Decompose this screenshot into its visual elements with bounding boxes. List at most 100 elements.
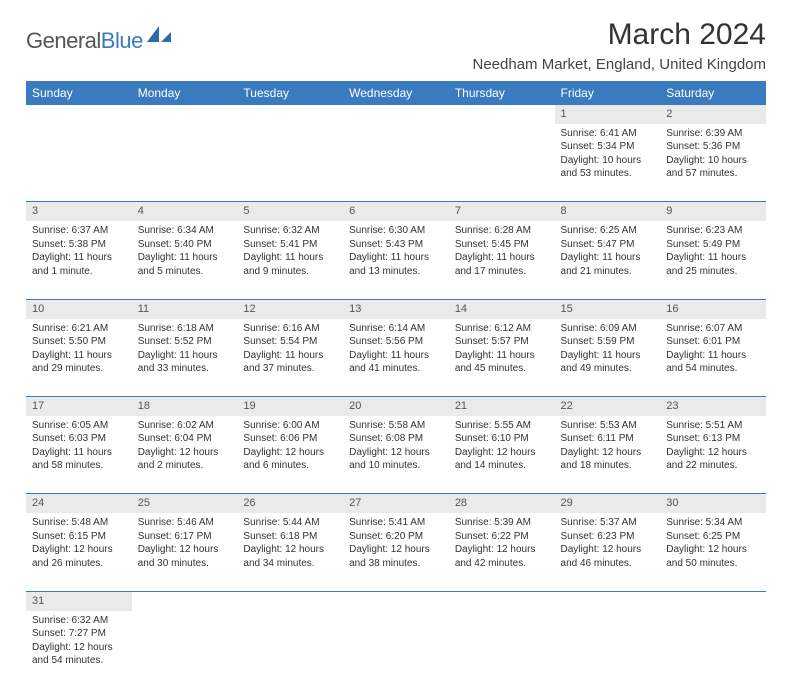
day-cell: Sunrise: 5:41 AMSunset: 6:20 PMDaylight:…: [343, 513, 449, 591]
day-header: Wednesday: [343, 81, 449, 105]
cell-content: Sunrise: 6:30 AMSunset: 5:43 PMDaylight:…: [343, 221, 449, 284]
day-cell: Sunrise: 6:14 AMSunset: 5:56 PMDaylight:…: [343, 319, 449, 397]
location: Needham Market, England, United Kingdom: [473, 56, 767, 73]
day-number: [449, 591, 555, 610]
day-header: Thursday: [449, 81, 555, 105]
cell-content: Sunrise: 5:48 AMSunset: 6:15 PMDaylight:…: [26, 513, 132, 576]
cell-content: Sunrise: 5:55 AMSunset: 6:10 PMDaylight:…: [449, 416, 555, 479]
data-row: Sunrise: 5:48 AMSunset: 6:15 PMDaylight:…: [26, 513, 766, 591]
day-number: 19: [237, 397, 343, 416]
day-cell: [26, 124, 132, 202]
day-number: [237, 591, 343, 610]
day-number: 22: [555, 397, 661, 416]
day-number: 13: [343, 299, 449, 318]
day-cell: [660, 611, 766, 689]
cell-content: Sunrise: 6:05 AMSunset: 6:03 PMDaylight:…: [26, 416, 132, 479]
day-header: Saturday: [660, 81, 766, 105]
day-cell: [343, 611, 449, 689]
day-cell: Sunrise: 6:18 AMSunset: 5:52 PMDaylight:…: [132, 319, 238, 397]
day-cell: Sunrise: 6:21 AMSunset: 5:50 PMDaylight:…: [26, 319, 132, 397]
day-cell: Sunrise: 6:30 AMSunset: 5:43 PMDaylight:…: [343, 221, 449, 299]
cell-content: Sunrise: 6:41 AMSunset: 5:34 PMDaylight:…: [555, 124, 661, 187]
day-number: [343, 591, 449, 610]
day-number: [660, 591, 766, 610]
day-cell: Sunrise: 6:12 AMSunset: 5:57 PMDaylight:…: [449, 319, 555, 397]
day-cell: Sunrise: 6:34 AMSunset: 5:40 PMDaylight:…: [132, 221, 238, 299]
day-cell: Sunrise: 5:58 AMSunset: 6:08 PMDaylight:…: [343, 416, 449, 494]
cell-content: Sunrise: 6:12 AMSunset: 5:57 PMDaylight:…: [449, 319, 555, 382]
cell-content: Sunrise: 5:39 AMSunset: 6:22 PMDaylight:…: [449, 513, 555, 576]
calendar-body: 12Sunrise: 6:41 AMSunset: 5:34 PMDayligh…: [26, 105, 766, 689]
day-cell: Sunrise: 6:32 AMSunset: 7:27 PMDaylight:…: [26, 611, 132, 689]
day-number: 20: [343, 397, 449, 416]
daynum-row: 10111213141516: [26, 299, 766, 318]
day-cell: Sunrise: 6:41 AMSunset: 5:34 PMDaylight:…: [555, 124, 661, 202]
cell-content: Sunrise: 5:53 AMSunset: 6:11 PMDaylight:…: [555, 416, 661, 479]
day-number: 17: [26, 397, 132, 416]
logo-word1: General: [26, 28, 101, 53]
cell-content: Sunrise: 5:37 AMSunset: 6:23 PMDaylight:…: [555, 513, 661, 576]
data-row: Sunrise: 6:37 AMSunset: 5:38 PMDaylight:…: [26, 221, 766, 299]
day-number: 2: [660, 105, 766, 124]
day-cell: Sunrise: 6:32 AMSunset: 5:41 PMDaylight:…: [237, 221, 343, 299]
day-header: Tuesday: [237, 81, 343, 105]
day-number: 16: [660, 299, 766, 318]
day-cell: Sunrise: 6:39 AMSunset: 5:36 PMDaylight:…: [660, 124, 766, 202]
data-row: Sunrise: 6:32 AMSunset: 7:27 PMDaylight:…: [26, 611, 766, 689]
day-cell: [132, 124, 238, 202]
day-number: [237, 105, 343, 124]
day-number: 14: [449, 299, 555, 318]
day-cell: Sunrise: 5:39 AMSunset: 6:22 PMDaylight:…: [449, 513, 555, 591]
cell-content: Sunrise: 5:46 AMSunset: 6:17 PMDaylight:…: [132, 513, 238, 576]
day-number: [132, 105, 238, 124]
daynum-row: 12: [26, 105, 766, 124]
day-number: 6: [343, 202, 449, 221]
sail-icon: [145, 24, 173, 44]
day-header: Monday: [132, 81, 238, 105]
day-cell: Sunrise: 6:25 AMSunset: 5:47 PMDaylight:…: [555, 221, 661, 299]
cell-content: Sunrise: 6:37 AMSunset: 5:38 PMDaylight:…: [26, 221, 132, 284]
header: GeneralBlue March 2024 Needham Market, E…: [26, 18, 766, 73]
day-number: 31: [26, 591, 132, 610]
day-number: 29: [555, 494, 661, 513]
cell-content: Sunrise: 5:41 AMSunset: 6:20 PMDaylight:…: [343, 513, 449, 576]
day-cell: Sunrise: 5:51 AMSunset: 6:13 PMDaylight:…: [660, 416, 766, 494]
data-row: Sunrise: 6:05 AMSunset: 6:03 PMDaylight:…: [26, 416, 766, 494]
day-cell: Sunrise: 6:05 AMSunset: 6:03 PMDaylight:…: [26, 416, 132, 494]
day-number: 24: [26, 494, 132, 513]
daynum-row: 24252627282930: [26, 494, 766, 513]
cell-content: Sunrise: 5:34 AMSunset: 6:25 PMDaylight:…: [660, 513, 766, 576]
day-number: 7: [449, 202, 555, 221]
day-cell: Sunrise: 5:48 AMSunset: 6:15 PMDaylight:…: [26, 513, 132, 591]
day-cell: Sunrise: 6:07 AMSunset: 6:01 PMDaylight:…: [660, 319, 766, 397]
cell-content: Sunrise: 6:21 AMSunset: 5:50 PMDaylight:…: [26, 319, 132, 382]
day-number: [555, 591, 661, 610]
data-row: Sunrise: 6:41 AMSunset: 5:34 PMDaylight:…: [26, 124, 766, 202]
day-cell: Sunrise: 6:02 AMSunset: 6:04 PMDaylight:…: [132, 416, 238, 494]
daynum-row: 3456789: [26, 202, 766, 221]
cell-content: Sunrise: 6:00 AMSunset: 6:06 PMDaylight:…: [237, 416, 343, 479]
title-block: March 2024 Needham Market, England, Unit…: [473, 18, 767, 73]
day-number: 5: [237, 202, 343, 221]
cell-content: Sunrise: 6:14 AMSunset: 5:56 PMDaylight:…: [343, 319, 449, 382]
day-number: 9: [660, 202, 766, 221]
day-number: 30: [660, 494, 766, 513]
day-cell: [449, 611, 555, 689]
day-cell: Sunrise: 5:44 AMSunset: 6:18 PMDaylight:…: [237, 513, 343, 591]
cell-content: Sunrise: 6:09 AMSunset: 5:59 PMDaylight:…: [555, 319, 661, 382]
day-cell: [132, 611, 238, 689]
day-number: 12: [237, 299, 343, 318]
cell-content: Sunrise: 6:39 AMSunset: 5:36 PMDaylight:…: [660, 124, 766, 187]
day-number: 27: [343, 494, 449, 513]
cell-content: Sunrise: 6:28 AMSunset: 5:45 PMDaylight:…: [449, 221, 555, 284]
day-number: 25: [132, 494, 238, 513]
day-cell: Sunrise: 5:46 AMSunset: 6:17 PMDaylight:…: [132, 513, 238, 591]
day-number: 26: [237, 494, 343, 513]
month-title: March 2024: [473, 18, 767, 52]
day-cell: [237, 124, 343, 202]
cell-content: Sunrise: 5:58 AMSunset: 6:08 PMDaylight:…: [343, 416, 449, 479]
day-cell: Sunrise: 6:00 AMSunset: 6:06 PMDaylight:…: [237, 416, 343, 494]
daynum-row: 31: [26, 591, 766, 610]
cell-content: Sunrise: 6:25 AMSunset: 5:47 PMDaylight:…: [555, 221, 661, 284]
day-cell: Sunrise: 6:09 AMSunset: 5:59 PMDaylight:…: [555, 319, 661, 397]
